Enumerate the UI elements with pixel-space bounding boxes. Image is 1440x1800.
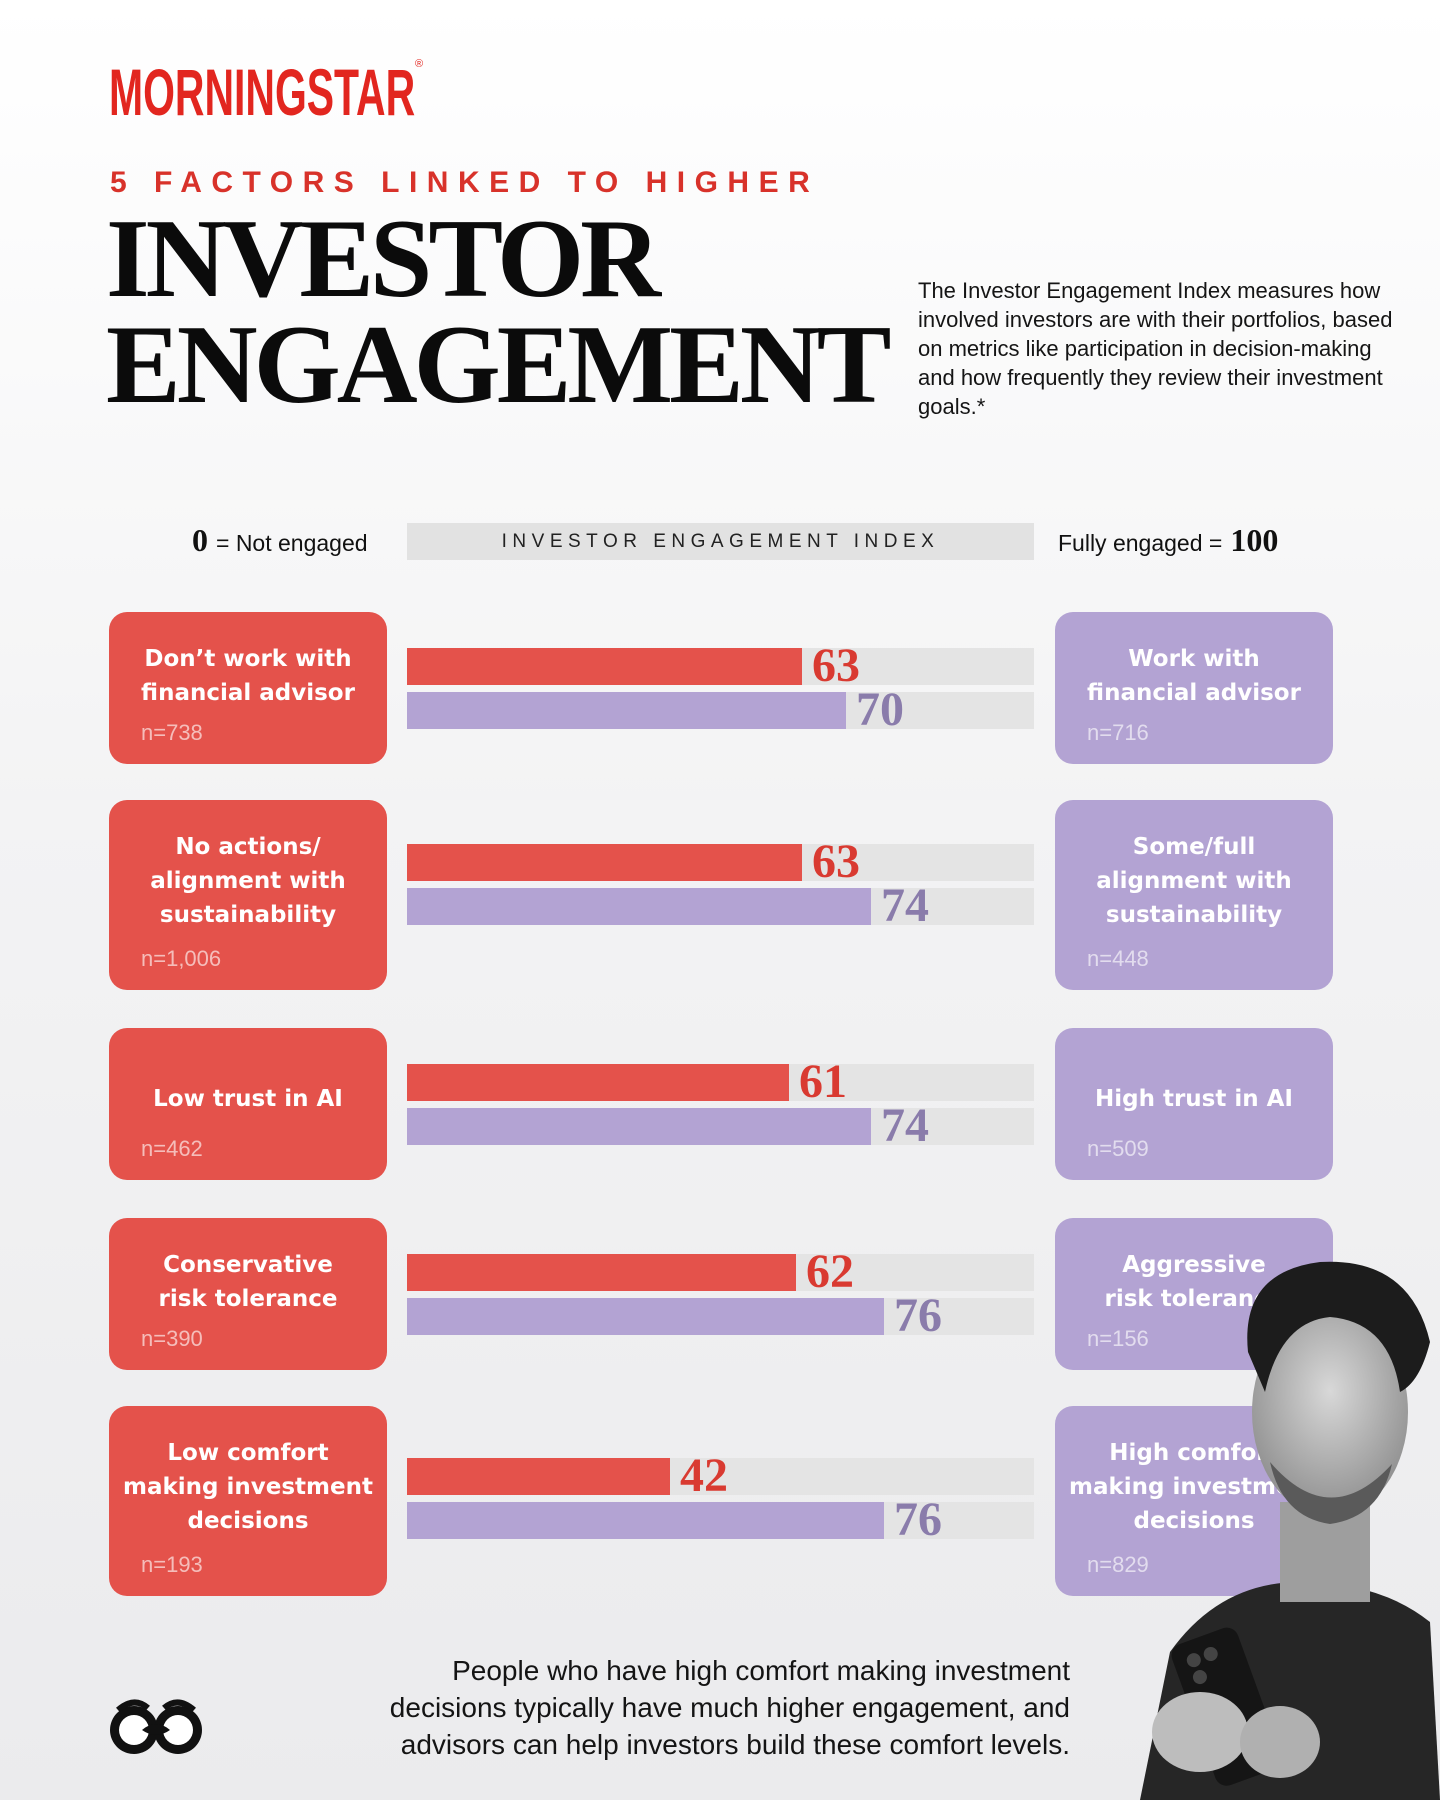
low-group-label: Low trust in AI [153,1086,343,1112]
intro-text: The Investor Engagement Index measures h… [918,278,1393,419]
high-engagement-value: 74 [881,879,929,932]
low-group-sample-size: n=738 [141,720,203,745]
low-engagement-value: 63 [812,639,860,692]
low-group-card: Conservative risk tolerance n=390 [109,1218,387,1370]
man-with-phone-image [1140,1261,1440,1800]
high-group-card: Work with financial advisor n=716 [1055,612,1333,764]
binoculars-owl-icon [110,1699,202,1754]
high-group-sample-size: n=448 [1087,946,1149,971]
high-group-label: Some/full alignment with sustainability [1096,834,1292,928]
scale-min-value: 0 [192,522,208,558]
closing-text: People who have high comfort making inve… [389,1655,1070,1760]
high-group-sample-size: n=829 [1087,1552,1149,1577]
high-engagement-value: 76 [894,1289,942,1342]
high-engagement-value: 70 [856,683,904,736]
low-engagement-bar [407,648,802,685]
page-title: INVESTOR ENGAGEMENT [106,197,891,427]
low-group-card: Low comfort making investment decisions n… [109,1406,387,1596]
low-group-sample-size: n=390 [141,1326,203,1351]
low-group-label: No actions/ alignment with sustainabilit… [150,834,346,928]
title-line-2: ENGAGEMENT [106,303,891,427]
high-group-label: Aggressive risk tolerance [1104,1252,1284,1312]
high-engagement-value: 74 [881,1099,929,1152]
high-engagement-bar [407,1502,884,1539]
index-axis-label: INVESTOR ENGAGEMENT INDEX [407,523,1034,560]
low-engagement-bar [407,1254,796,1291]
scale-max-value: 100 [1230,522,1279,558]
low-engagement-bar [407,1064,789,1101]
low-group-card: Don’t work with financial advisor n=738 [109,612,387,764]
high-group-sample-size: n=716 [1087,720,1149,745]
low-group-label: Conservative risk tolerance [158,1252,338,1312]
low-engagement-value: 63 [812,835,860,888]
high-group-card: Some/full alignment with sustainability n… [1055,800,1333,990]
high-group-card: High trust in AI n=509 [1055,1028,1333,1180]
high-engagement-bar [407,692,846,729]
morningstar-logo: MORNINGSTAR ® [109,54,603,130]
high-engagement-bar [407,1298,884,1335]
high-group-label: Work with financial advisor [1087,646,1301,706]
registered-mark: ® [415,58,424,70]
low-engagement-bar [407,844,802,881]
high-group-sample-size: n=156 [1087,1326,1149,1351]
logo-text: MORNINGSTAR [109,55,416,129]
low-group-label: Low comfort making investment decisions [123,1440,373,1534]
scale-max-label: Fully engaged = [1058,530,1223,556]
low-group-label: Don’t work with financial advisor [141,646,355,706]
low-engagement-value: 61 [799,1055,847,1108]
low-group-card: Low trust in AI n=462 [109,1028,387,1180]
high-group-sample-size: n=509 [1087,1136,1149,1161]
high-engagement-value: 76 [894,1493,942,1546]
high-group-label: High trust in AI [1094,1086,1293,1112]
low-engagement-bar [407,1458,670,1495]
low-group-sample-size: n=1,006 [141,946,222,971]
scale-min-label: = Not engaged [216,530,368,556]
high-engagement-bar [407,888,871,925]
low-engagement-value: 62 [806,1245,854,1298]
low-group-sample-size: n=462 [141,1136,203,1161]
scale-max: Fully engaged = 100 [1058,522,1278,559]
high-engagement-bar [407,1108,871,1145]
low-group-sample-size: n=193 [141,1552,203,1577]
title-line-1: INVESTOR [106,197,661,321]
low-engagement-value: 42 [680,1449,728,1502]
low-group-card: No actions/ alignment with sustainabilit… [109,800,387,990]
scale-min: 0 = Not engaged [192,522,368,559]
kicker-text: 5 FACTORS LINKED TO HIGHER [110,166,820,199]
